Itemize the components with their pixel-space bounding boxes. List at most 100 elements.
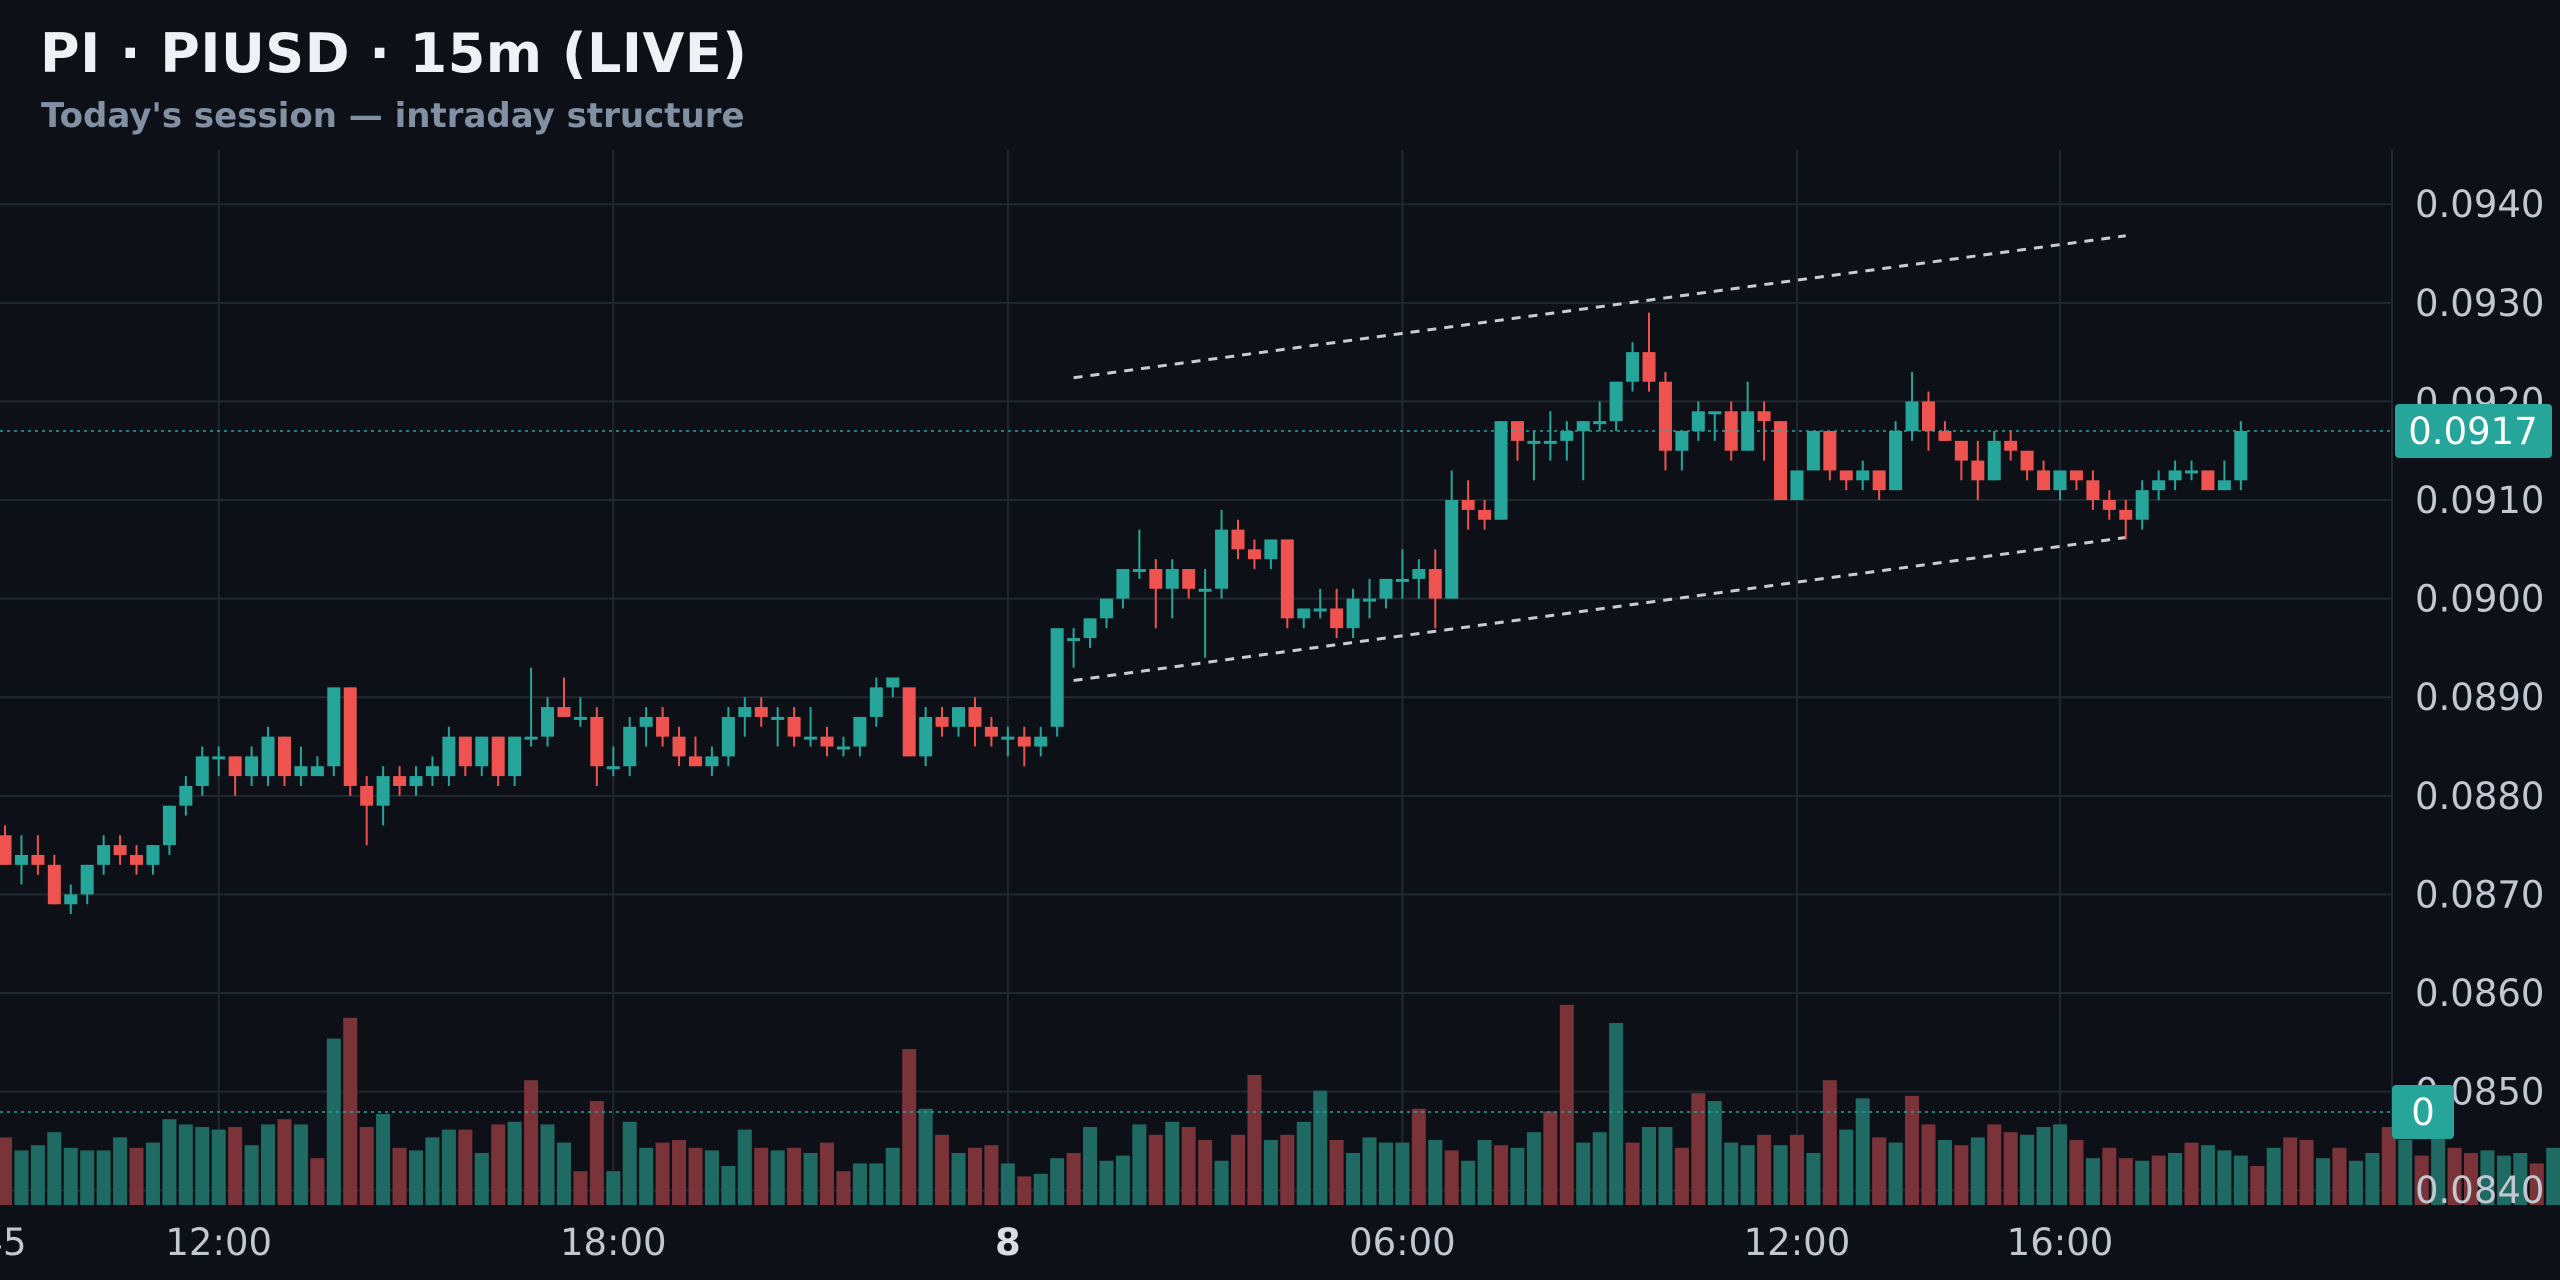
volume-bar bbox=[2398, 1140, 2413, 1205]
price-axis[interactable]: 0.09400.09300.09200.09100.09000.08900.08… bbox=[2415, 183, 2544, 1212]
volume-bar bbox=[14, 1150, 29, 1205]
volume-bar bbox=[228, 1127, 243, 1205]
candle-body bbox=[1050, 628, 1064, 727]
candle-body bbox=[1691, 411, 1705, 432]
volume-tag-label: 0 bbox=[2411, 1091, 2435, 1134]
x-tick-label: 8 bbox=[995, 1221, 1021, 1264]
candle-body bbox=[1954, 440, 1968, 461]
candle-body bbox=[1938, 431, 1952, 441]
chart-subtitle: Today's session — intraday structure bbox=[41, 96, 745, 136]
volume-bar bbox=[1066, 1153, 1081, 1205]
volume-bar bbox=[129, 1147, 144, 1205]
candle-body bbox=[31, 854, 45, 865]
candle-body bbox=[310, 766, 324, 777]
volume-bar bbox=[1806, 1153, 1821, 1205]
volume-bar bbox=[162, 1119, 177, 1205]
volume-bar bbox=[1165, 1121, 1180, 1205]
candle-body bbox=[1297, 608, 1311, 619]
volume-bar bbox=[507, 1121, 522, 1205]
candle-body bbox=[97, 845, 111, 865]
volume-bar bbox=[47, 1132, 62, 1205]
candle-body bbox=[2086, 480, 2100, 501]
volume-bar bbox=[622, 1121, 637, 1205]
volume-bar bbox=[1740, 1145, 1755, 1205]
volume-bar bbox=[1198, 1140, 1213, 1205]
candle-body bbox=[2168, 470, 2182, 481]
candle-body bbox=[1823, 431, 1837, 471]
volume-bar bbox=[425, 1137, 440, 1205]
candle-body bbox=[1626, 352, 1640, 382]
volume-bar bbox=[721, 1166, 736, 1205]
volume-bar bbox=[1855, 1098, 1870, 1205]
candle-body bbox=[688, 756, 702, 767]
volume-bar bbox=[902, 1049, 917, 1205]
y-tick-label: 0.0940 bbox=[2415, 183, 2544, 226]
candle-body bbox=[1379, 578, 1393, 599]
candle-body bbox=[2119, 509, 2133, 520]
candle-body bbox=[771, 716, 785, 720]
candle-body bbox=[1971, 460, 1985, 481]
candle-body bbox=[557, 707, 571, 717]
volume-bar bbox=[2200, 1145, 2215, 1205]
candle-body bbox=[425, 766, 439, 777]
volume-bar bbox=[1937, 1140, 1952, 1205]
candle-body bbox=[1412, 569, 1426, 579]
candle-body bbox=[639, 716, 653, 727]
volume-bar bbox=[1000, 1163, 1015, 1205]
candle-body bbox=[1642, 352, 1656, 382]
candle-body bbox=[343, 687, 357, 786]
x-tick-label: 06:00 bbox=[1349, 1221, 1456, 1264]
candle-body bbox=[1247, 549, 1261, 560]
candle-body bbox=[656, 716, 670, 737]
volume-bar bbox=[359, 1127, 374, 1205]
candle-body bbox=[1609, 381, 1623, 422]
candle-body bbox=[1675, 431, 1689, 451]
volume-bar bbox=[2184, 1142, 2199, 1205]
price-lines bbox=[0, 430, 2392, 1113]
volume-bar bbox=[2332, 1147, 2347, 1205]
volume-bar bbox=[2118, 1158, 2133, 1205]
candle-body bbox=[606, 766, 620, 770]
volume-bar bbox=[2135, 1160, 2150, 1205]
candle-body bbox=[1543, 440, 1557, 444]
candle-body bbox=[1280, 539, 1294, 619]
volume-bar bbox=[392, 1147, 407, 1205]
volume-bar bbox=[63, 1147, 78, 1205]
volume-bar bbox=[1839, 1129, 1854, 1205]
channel-lower-line bbox=[1073, 536, 2126, 682]
candle-body bbox=[952, 707, 966, 727]
volume-bar bbox=[1280, 1134, 1295, 1205]
candle-body bbox=[1839, 470, 1853, 481]
candle-body bbox=[1593, 421, 1607, 425]
candle-body bbox=[1231, 529, 1245, 550]
candle-body bbox=[2217, 480, 2231, 491]
last-price-label: 0.0917 bbox=[2408, 410, 2537, 453]
volume-bar bbox=[2365, 1153, 2380, 1205]
volume-bar bbox=[1543, 1111, 1558, 1205]
time-axis[interactable]: :45 12:00 18:00 8 06:00 12:00 16:00 bbox=[0, 1221, 2113, 1264]
volume-bar bbox=[2233, 1155, 2248, 1205]
volume-bar bbox=[1148, 1134, 1163, 1205]
volume-bar bbox=[1954, 1145, 1969, 1205]
candle-body bbox=[113, 845, 127, 855]
volume-bar bbox=[836, 1171, 851, 1205]
volume-bar bbox=[1691, 1093, 1706, 1205]
candle-body bbox=[294, 766, 308, 777]
volume-bar bbox=[820, 1142, 834, 1205]
candle-body bbox=[1510, 421, 1524, 441]
volume-bar bbox=[1970, 1137, 1985, 1205]
volume-bar bbox=[589, 1101, 604, 1205]
volume-bar bbox=[1346, 1153, 1361, 1205]
candle-body bbox=[360, 785, 374, 806]
candle-body bbox=[80, 864, 94, 895]
candle-body bbox=[475, 736, 489, 767]
volume-bar bbox=[1609, 1023, 1624, 1205]
candle-body bbox=[277, 736, 291, 777]
volume-bar bbox=[491, 1124, 506, 1205]
candle-body bbox=[1395, 578, 1409, 582]
candle-body bbox=[162, 805, 176, 846]
candle-body bbox=[1198, 588, 1212, 592]
y-tick-label: 0.0900 bbox=[2415, 578, 2544, 621]
candle-body bbox=[491, 736, 505, 777]
